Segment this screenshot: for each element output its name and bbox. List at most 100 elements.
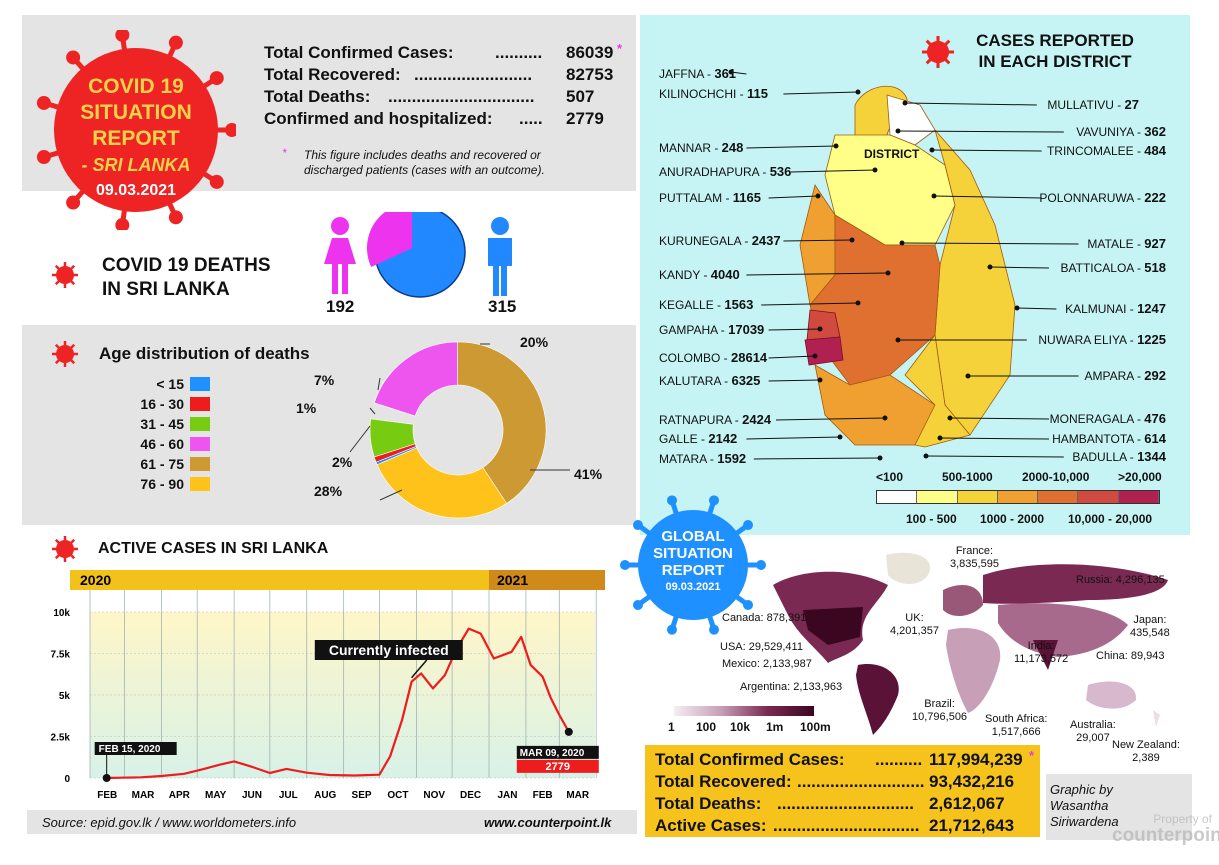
country-label: Russia: 4,296,135 bbox=[1076, 574, 1165, 587]
source-text: Source: epid.gov.lk / www.worldometers.i… bbox=[42, 815, 297, 830]
footnote: * This figure includes deaths and recove… bbox=[282, 146, 545, 178]
legend-swatch bbox=[1118, 491, 1159, 503]
legend-top-label: >20,000 bbox=[1118, 470, 1162, 484]
map-title-1: CASES REPORTED bbox=[976, 31, 1134, 50]
district-label: KALUTARA - 6325 bbox=[659, 373, 760, 388]
district-name: BADULLA - bbox=[1072, 450, 1138, 464]
small-virus-icon bbox=[52, 341, 78, 367]
watermark-line-1: Property of bbox=[1153, 812, 1212, 826]
district-value: 2424 bbox=[742, 412, 772, 427]
deaths-title-2: IN SRI LANKA bbox=[102, 279, 230, 300]
month-label: APR bbox=[169, 790, 191, 801]
report-title-3: REPORT bbox=[92, 127, 180, 150]
district-value: 1344 bbox=[1137, 449, 1166, 464]
scale-label: 10k bbox=[730, 720, 751, 734]
district-value: 536 bbox=[769, 164, 792, 179]
district-label: GALLE - 2142 bbox=[659, 431, 737, 446]
age-legend-swatch bbox=[190, 457, 210, 471]
credit-line-2: Wasantha bbox=[1050, 798, 1109, 813]
deaths-dots: ............................... bbox=[388, 87, 535, 106]
leader-line bbox=[377, 377, 381, 391]
month-label: NOV bbox=[423, 790, 445, 801]
district-name: COLOMBO - bbox=[659, 351, 732, 365]
pct-20: 20% bbox=[520, 334, 549, 350]
deaths-label: Total Deaths: bbox=[264, 87, 371, 106]
country-name: New Zealand: bbox=[1112, 739, 1180, 751]
age-legend-swatch bbox=[190, 477, 210, 491]
district-label: VAVUNIYA - 362 bbox=[1076, 124, 1166, 139]
country-name: India: bbox=[1027, 640, 1055, 652]
age-slice bbox=[457, 341, 547, 504]
district-name: MULLATIVU - bbox=[1047, 98, 1125, 112]
country-name: Canada: bbox=[722, 612, 767, 624]
country-label: Canada: 878,391 bbox=[722, 612, 806, 625]
district-label: KILINOCHCHI - 115 bbox=[659, 86, 768, 101]
footnote-mark: * bbox=[282, 146, 287, 160]
district-label: POLONNARUWA - 222 bbox=[1039, 190, 1166, 205]
confirmed-mark: * bbox=[617, 41, 623, 56]
district-name: KALUTARA - bbox=[659, 374, 732, 388]
district-name: VAVUNIYA - bbox=[1076, 125, 1145, 139]
male-deaths-value: 315 bbox=[488, 297, 517, 316]
district-label: KURUNEGALA - 2437 bbox=[659, 233, 781, 248]
recovered-value: 82753 bbox=[566, 65, 614, 84]
global-totals: Total Confirmed Cases: .......... 117,99… bbox=[655, 748, 1040, 837]
legend-swatch bbox=[877, 491, 918, 503]
country-value: 2,133,987 bbox=[762, 658, 812, 670]
country-value: 3,835,595 bbox=[950, 558, 999, 570]
district-name: MATALE - bbox=[1087, 237, 1145, 251]
global-title-1: GLOBAL bbox=[661, 528, 725, 545]
end-point bbox=[564, 727, 573, 736]
scale-label: 100m bbox=[800, 720, 831, 734]
country-name: Russia: bbox=[1076, 574, 1116, 586]
small-virus-icon bbox=[52, 262, 78, 288]
district-value: 1247 bbox=[1137, 301, 1166, 316]
age-legend-item: 46 - 60 bbox=[100, 436, 220, 454]
age-legend-swatch bbox=[190, 397, 210, 411]
district-name: GAMPAHA - bbox=[659, 323, 729, 337]
district-word: DISTRICT bbox=[864, 147, 920, 161]
age-slice bbox=[369, 418, 416, 458]
district-name: NUWARA ELIYA - bbox=[1038, 333, 1138, 347]
country-value: 4,296,135 bbox=[1115, 574, 1165, 586]
legend-top-label: <100 bbox=[876, 470, 904, 484]
leader-line bbox=[379, 489, 403, 501]
watermark-line-2: counterpoint bbox=[1112, 825, 1219, 846]
month-label: JUL bbox=[279, 790, 298, 801]
district-value: 2437 bbox=[751, 233, 781, 248]
country-label: China: 89,943 bbox=[1096, 650, 1165, 663]
y-tick-label: 10k bbox=[53, 608, 70, 619]
confirmed-dots: .......... bbox=[495, 43, 543, 62]
age-legend-label: < 15 bbox=[156, 376, 184, 392]
age-legend-item: 16 - 30 bbox=[100, 396, 220, 414]
district-value: 1225 bbox=[1137, 332, 1166, 347]
landmass-africa bbox=[946, 628, 1001, 713]
global-date: 09.03.2021 bbox=[665, 581, 721, 593]
legend-swatch bbox=[1078, 491, 1119, 503]
end-label-box bbox=[516, 745, 599, 759]
leader-line bbox=[349, 425, 371, 453]
district-value: 115 bbox=[747, 86, 768, 101]
global-title-3: REPORT bbox=[661, 562, 725, 579]
district-label: KEGALLE - 1563 bbox=[659, 297, 753, 312]
global-virus-icon bbox=[620, 495, 766, 635]
district-value: 27 bbox=[1124, 97, 1139, 112]
age-legend-label: 46 - 60 bbox=[140, 436, 184, 452]
district-name: KILINOCHCHI - bbox=[659, 87, 748, 101]
year-2020: 2020 bbox=[80, 572, 111, 588]
legend-bottom-label: 100 - 500 bbox=[906, 512, 957, 526]
district-value: 362 bbox=[1144, 124, 1166, 139]
district-label: TRINCOMALEE - 484 bbox=[1047, 143, 1166, 158]
month-label: OCT bbox=[387, 790, 408, 801]
active-chart: 2020 2021 FEB MAR APR MAY JUN JUL AUG SEP OCT NOV DE… bbox=[51, 570, 605, 801]
district-label: GAMPAHA - 17039 bbox=[659, 322, 764, 337]
country-name: UK: bbox=[905, 612, 924, 624]
report-title-4: - SRI LANKA bbox=[81, 155, 191, 175]
country-label: Australia: 29,007 bbox=[1070, 719, 1116, 745]
age-title: Age distribution of deaths bbox=[99, 344, 310, 363]
district-name: JAFFNA - bbox=[659, 67, 715, 81]
map-title: CASES REPORTED IN EACH DISTRICT bbox=[960, 30, 1150, 72]
district-label: BATTICALOA - 518 bbox=[1061, 260, 1167, 275]
district-label: COLOMBO - 28614 bbox=[659, 350, 767, 365]
legend-top-label: 2000-10,000 bbox=[1022, 470, 1090, 484]
